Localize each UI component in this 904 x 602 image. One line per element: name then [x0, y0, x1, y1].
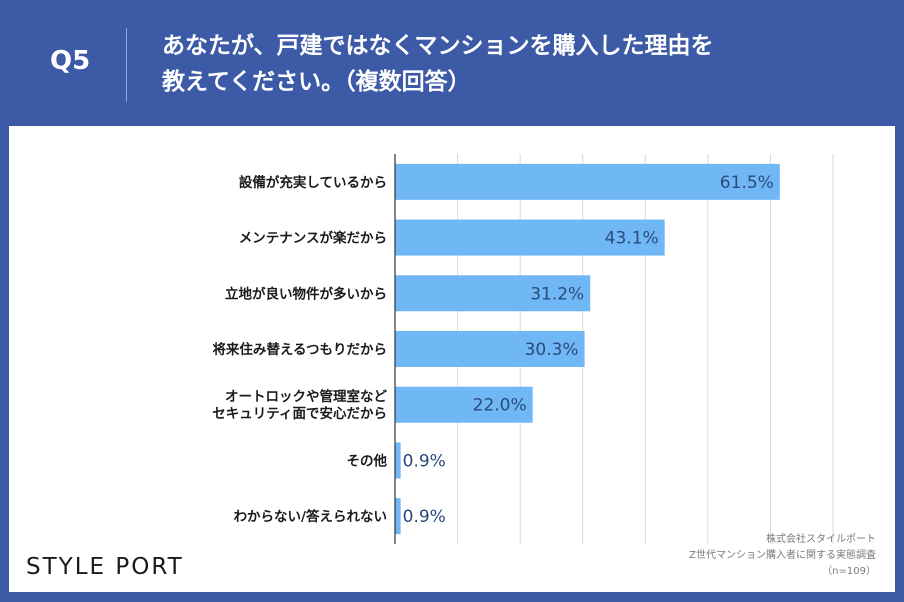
bar	[395, 331, 585, 367]
source-sample: （n=109）	[822, 566, 876, 577]
bar	[395, 275, 591, 312]
category-label: 将来住み替えるつもりだから	[212, 341, 387, 358]
source-survey: Z世代マンション購入者に関する実態調査	[689, 550, 876, 561]
source-note: 株式会社スタイルポート Z世代マンション購入者に関する実態調査 （n=109）	[689, 532, 876, 580]
category-label: セキュリティ面で安心だから	[212, 405, 387, 422]
value-label: 22.0%	[473, 396, 527, 416]
source-company: 株式会社スタイルポート	[766, 534, 876, 545]
category-label: 立地が良い物件が多いから	[225, 285, 387, 302]
style-port-logo: STYLE PORT	[26, 554, 184, 580]
header-divider	[126, 28, 127, 102]
value-label: 43.1%	[605, 229, 659, 249]
question-text: あなたが、戸建ではなくマンションを購入した理由を 教えてください。（複数回答）	[162, 28, 882, 100]
bar	[395, 498, 401, 535]
category-label: 設備が充実しているから	[239, 174, 387, 191]
category-label: メンテナンスが楽だから	[239, 230, 387, 247]
question-line-2: 教えてください。（複数回答）	[162, 69, 471, 95]
category-label: わからない/答えられない	[234, 508, 387, 525]
chart-panel: 設備が充実しているから 61.5% メンテナンスが楽だから 43.1% 立地が良い物件が…	[9, 126, 895, 592]
bar	[395, 219, 665, 256]
question-line-1: あなたが、戸建ではなくマンションを購入した理由を	[162, 33, 714, 59]
bar	[395, 442, 401, 479]
value-label: 61.5%	[720, 173, 774, 193]
category-label: その他	[347, 452, 388, 469]
question-number: Q5	[50, 46, 91, 76]
value-label: 31.2%	[530, 284, 584, 304]
value-label: 0.9%	[403, 507, 446, 527]
value-label: 0.9%	[403, 451, 446, 471]
header: Q5 あなたが、戸建ではなくマンションを購入した理由を 教えてください。（複数回…	[0, 0, 904, 126]
value-label: 30.3%	[525, 340, 579, 360]
bar	[395, 386, 533, 423]
category-label: オートロックや管理室など	[225, 388, 387, 405]
bar-chart: 設備が充実しているから 61.5% メンテナンスが楽だから 43.1% 立地が良い物件が…	[212, 154, 834, 544]
bar	[395, 163, 780, 200]
